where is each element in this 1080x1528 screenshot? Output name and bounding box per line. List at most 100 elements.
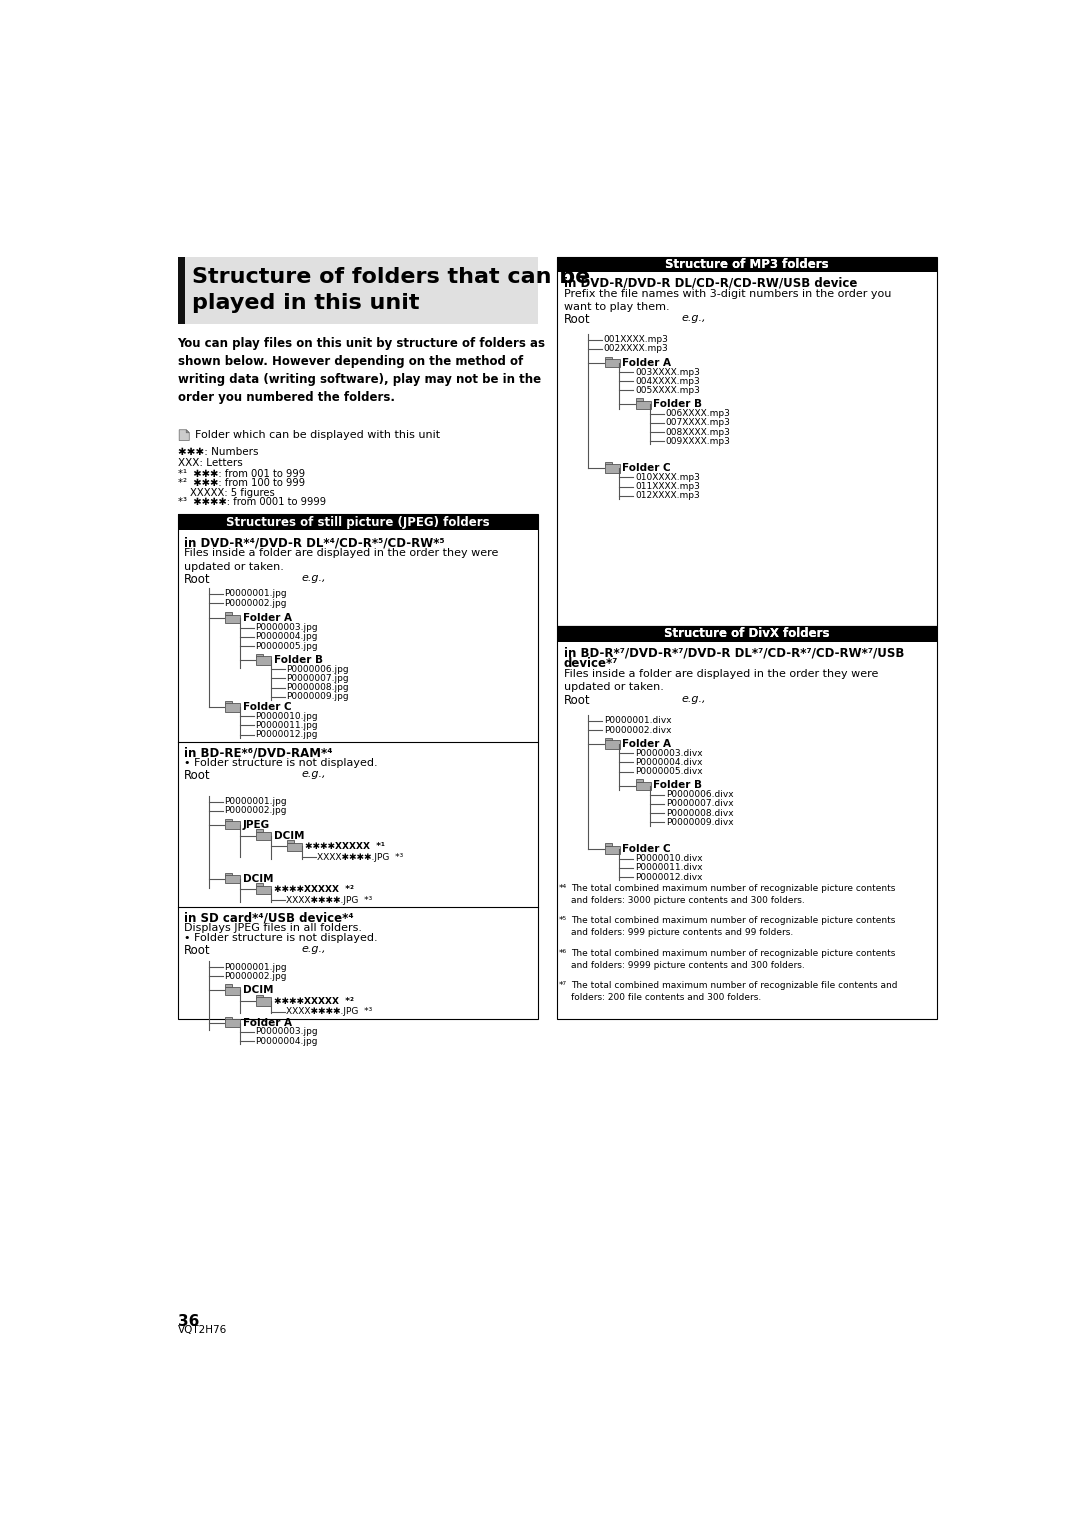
Text: Root: Root — [564, 313, 590, 325]
Bar — [287, 840, 294, 843]
Bar — [636, 399, 643, 402]
Text: P0000001.jpg: P0000001.jpg — [225, 590, 287, 599]
Text: Folder A: Folder A — [622, 358, 672, 368]
Text: 004XXXX.mp3: 004XXXX.mp3 — [635, 377, 700, 385]
Text: Folder B: Folder B — [273, 656, 323, 665]
Bar — [256, 656, 271, 665]
Bar — [605, 845, 620, 854]
Text: device*⁷: device*⁷ — [564, 657, 618, 669]
Text: *⁵: *⁵ — [559, 917, 567, 926]
Text: XXXX✱✱✱✱.JPG  *³: XXXX✱✱✱✱.JPG *³ — [318, 853, 403, 862]
Bar — [636, 782, 651, 790]
Text: P0000003.jpg: P0000003.jpg — [255, 1027, 318, 1036]
Text: Folder C: Folder C — [622, 845, 671, 854]
Text: P0000005.divx: P0000005.divx — [635, 767, 702, 776]
Text: *²  ✱✱✱: from 100 to 999: *² ✱✱✱: from 100 to 999 — [177, 478, 305, 489]
Text: ✱✱✱✱XXXXX  *¹: ✱✱✱✱XXXXX *¹ — [305, 842, 384, 851]
Text: Structure of MP3 folders: Structure of MP3 folders — [665, 258, 829, 270]
Text: e.g.,: e.g., — [301, 573, 326, 584]
Text: Folder B: Folder B — [653, 781, 702, 790]
Bar — [177, 515, 538, 530]
Text: 003XXXX.mp3: 003XXXX.mp3 — [635, 368, 700, 376]
Text: P0000001.divx: P0000001.divx — [604, 717, 672, 726]
Bar — [177, 257, 538, 324]
Text: JPEG: JPEG — [243, 819, 270, 830]
Text: The total combined maximum number of recognizable picture contents
and folders: : The total combined maximum number of rec… — [571, 949, 895, 970]
Text: Folder C: Folder C — [622, 463, 671, 474]
Text: Files inside a folder are displayed in the order they were
updated or taken.: Files inside a folder are displayed in t… — [564, 669, 878, 692]
Text: P0000002.jpg: P0000002.jpg — [225, 807, 286, 816]
Text: P0000007.divx: P0000007.divx — [666, 799, 733, 808]
Text: Structure of DivX folders: Structure of DivX folders — [664, 628, 831, 640]
Text: 011XXXX.mp3: 011XXXX.mp3 — [635, 483, 700, 490]
Text: Root: Root — [564, 694, 590, 707]
Bar — [256, 998, 271, 1005]
Text: in DVD-R/DVD-R DL/CD-R/CD-RW/USB device: in DVD-R/DVD-R DL/CD-R/CD-RW/USB device — [564, 277, 856, 289]
Text: Folder which can be displayed with this unit: Folder which can be displayed with this … — [194, 431, 440, 440]
Bar — [225, 1016, 232, 1019]
Text: P0000004.divx: P0000004.divx — [635, 758, 702, 767]
Text: XXXX✱✱✱✱.JPG  *³: XXXX✱✱✱✱.JPG *³ — [286, 895, 373, 905]
Text: XXXXX: 5 figures: XXXXX: 5 figures — [190, 487, 274, 498]
Bar — [225, 987, 241, 995]
Text: P0000009.divx: P0000009.divx — [666, 817, 733, 827]
Text: The total combined maximum number of recognizable file contents and
folders: 200: The total combined maximum number of rec… — [571, 981, 897, 1002]
Bar — [287, 842, 302, 851]
Bar — [225, 703, 241, 712]
Text: e.g.,: e.g., — [681, 313, 706, 322]
Bar — [557, 626, 937, 642]
Text: ✱✱✱✱XXXXX  *²: ✱✱✱✱XXXXX *² — [273, 885, 354, 894]
Text: DCIM: DCIM — [243, 986, 273, 995]
Bar — [225, 821, 241, 830]
Text: P0000006.divx: P0000006.divx — [666, 790, 733, 799]
Bar — [605, 740, 620, 749]
Text: 007XXXX.mp3: 007XXXX.mp3 — [666, 419, 731, 428]
Bar — [225, 614, 241, 623]
Polygon shape — [186, 429, 189, 432]
Text: in DVD-R*⁴/DVD-R DL*⁴/CD-R*⁵/CD-RW*⁵: in DVD-R*⁴/DVD-R DL*⁴/CD-R*⁵/CD-RW*⁵ — [184, 536, 445, 549]
Text: Structure of DivX folders: Structure of DivX folders — [664, 628, 831, 640]
Bar — [225, 1019, 241, 1027]
Text: ✱✱✱✱XXXXX  *²: ✱✱✱✱XXXXX *² — [273, 996, 354, 1005]
Text: *³  ✱✱✱✱: from 0001 to 9999: *³ ✱✱✱✱: from 0001 to 9999 — [177, 497, 326, 507]
Text: 005XXXX.mp3: 005XXXX.mp3 — [635, 387, 700, 396]
Bar — [605, 359, 620, 367]
Text: 009XXXX.mp3: 009XXXX.mp3 — [666, 437, 731, 446]
Bar — [636, 779, 643, 782]
Text: Files inside a folder are displayed in the order they were
updated or taken.: Files inside a folder are displayed in t… — [184, 549, 498, 571]
Bar — [225, 876, 241, 883]
Text: 008XXXX.mp3: 008XXXX.mp3 — [666, 428, 731, 437]
Text: Structure of folders that can be
played in this unit: Structure of folders that can be played … — [191, 267, 590, 313]
Bar — [225, 819, 232, 822]
Text: XXX: Letters: XXX: Letters — [177, 458, 242, 468]
Bar — [225, 701, 232, 704]
Text: VQT2H76: VQT2H76 — [177, 1325, 227, 1334]
Text: e.g.,: e.g., — [301, 769, 326, 779]
Text: • Folder structure is not displayed.: • Folder structure is not displayed. — [184, 934, 377, 943]
Text: e.g.,: e.g., — [301, 944, 326, 953]
Bar — [225, 872, 232, 876]
Text: P0000005.jpg: P0000005.jpg — [255, 642, 318, 651]
Bar — [177, 515, 538, 1019]
Text: P0000007.jpg: P0000007.jpg — [286, 674, 349, 683]
Bar — [256, 831, 271, 840]
Text: in SD card*⁴/USB device*⁴: in SD card*⁴/USB device*⁴ — [184, 912, 353, 924]
Text: P0000012.jpg: P0000012.jpg — [255, 730, 318, 740]
Text: P0000010.divx: P0000010.divx — [635, 854, 702, 863]
Text: Root: Root — [184, 573, 211, 585]
Text: DCIM: DCIM — [243, 874, 273, 883]
Bar — [605, 738, 611, 741]
Bar — [605, 843, 611, 847]
Text: 010XXXX.mp3: 010XXXX.mp3 — [635, 474, 700, 481]
Text: P0000001.jpg: P0000001.jpg — [225, 798, 287, 807]
Text: P0000011.jpg: P0000011.jpg — [255, 721, 318, 730]
Text: The total combined maximum number of recognizable picture contents
and folders: : The total combined maximum number of rec… — [571, 917, 895, 937]
Text: Folder C: Folder C — [243, 701, 292, 712]
Bar — [557, 626, 937, 642]
Text: P0000009.jpg: P0000009.jpg — [286, 692, 349, 701]
Bar — [256, 995, 262, 998]
Text: P0000012.divx: P0000012.divx — [635, 872, 702, 882]
Bar — [256, 830, 262, 833]
Bar — [557, 257, 937, 272]
Text: P0000006.jpg: P0000006.jpg — [286, 665, 349, 674]
